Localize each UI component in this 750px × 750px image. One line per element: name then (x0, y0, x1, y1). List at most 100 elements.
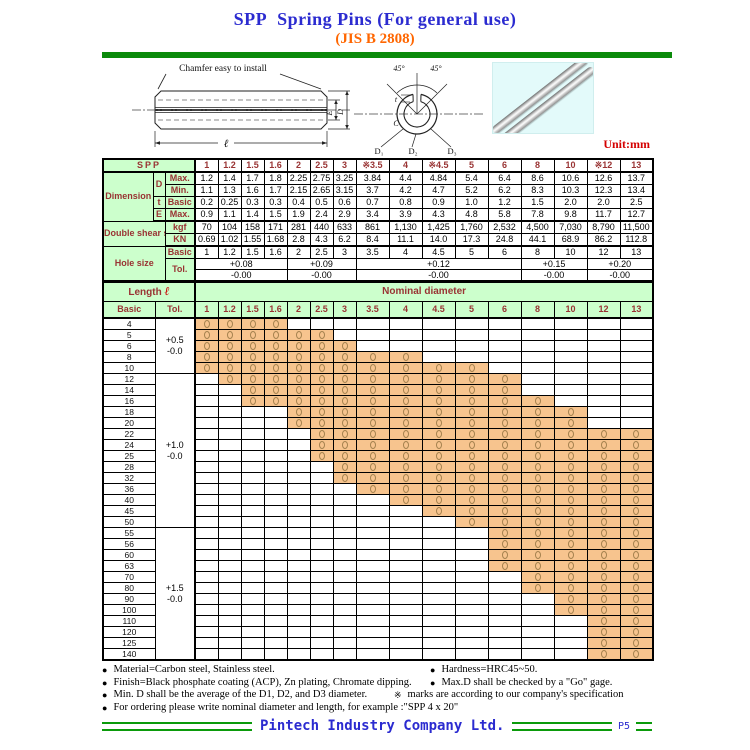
availability-cell (309, 417, 334, 429)
spec-value-cell: 2,532 (487, 220, 522, 234)
hole-tolerance-cell: +0.12 -0.00 (355, 258, 522, 282)
availability-circle-icon (501, 463, 508, 471)
availability-cell (263, 329, 288, 341)
note-text: Finish=Black phosphate coating (ACP), Zn… (113, 676, 412, 688)
availability-circle-icon (249, 353, 256, 361)
availability-circle-icon (402, 474, 409, 482)
availability-cell (619, 516, 654, 528)
bullet-icon: ※ (394, 690, 402, 700)
availability-cell (520, 549, 555, 561)
availability-cell (586, 604, 621, 616)
availability-cell (553, 417, 588, 429)
availability-circle-icon (600, 606, 607, 614)
availability-cell (487, 461, 522, 473)
diameter-header-cell: 3.5 (355, 301, 390, 319)
availability-cell (454, 384, 489, 396)
footer: Pintech Industry Company Ltd. P5 (102, 718, 652, 734)
availability-cell (194, 560, 219, 572)
availability-cell (217, 648, 242, 661)
spec-value-cell: 0.7 (355, 196, 390, 209)
availability-circle-icon (501, 562, 508, 570)
availability-cell (487, 406, 522, 418)
availability-cell (421, 362, 456, 374)
availability-cell (286, 450, 311, 462)
spec-value-cell: 281 (286, 220, 311, 234)
spec-value-cell: 633 (332, 220, 357, 234)
availability-circle-icon (567, 529, 574, 537)
availability-cell (263, 472, 288, 484)
availability-cell (332, 483, 357, 495)
size-header-cell: 3 (332, 158, 357, 173)
availability-cell (388, 549, 423, 561)
availability-circle-icon (341, 441, 348, 449)
availability-circle-icon (600, 617, 607, 625)
availability-cell (553, 516, 588, 528)
size-header-cell: 13 (619, 158, 654, 173)
availability-cell (309, 317, 334, 330)
availability-cell (487, 615, 522, 627)
availability-circle-icon (600, 595, 607, 603)
availability-circle-icon (341, 375, 348, 383)
availability-cell (553, 582, 588, 594)
availability-cell (286, 329, 311, 341)
availability-cell (286, 604, 311, 616)
availability-circle-icon (534, 562, 541, 570)
availability-cell (388, 472, 423, 484)
note-line: ● For ordering please write nominal diame… (102, 702, 652, 715)
dim-group-label: E (152, 208, 166, 222)
dim-sub-label: Min. (164, 184, 196, 197)
availability-cell (194, 494, 219, 506)
availability-cell (309, 406, 334, 418)
availability-circle-icon (369, 430, 376, 438)
bullet-icon: ● (102, 665, 108, 675)
availability-circle-icon (369, 463, 376, 471)
spec-value-cell: 1.2 (194, 171, 219, 185)
diameter-header-cell: 12 (586, 301, 621, 319)
availability-circle-icon (501, 419, 508, 427)
shear-label: Double shear strength (102, 220, 166, 247)
availability-cell (286, 362, 311, 374)
availability-circle-icon (435, 507, 442, 515)
availability-circle-icon (435, 419, 442, 427)
availability-cell (586, 582, 621, 594)
availability-circle-icon (295, 353, 302, 361)
availability-cell (217, 505, 242, 517)
availability-circle-icon (468, 397, 475, 405)
length-value: 5 (102, 329, 156, 341)
availability-cell (217, 582, 242, 594)
spec-value-cell: 1.5 (520, 196, 555, 209)
availability-circle-icon (567, 485, 574, 493)
availability-circle-icon (567, 430, 574, 438)
spec-value-cell: 12 (586, 245, 621, 259)
spec-value-cell: 6 (487, 245, 522, 259)
tol-header: Tol. (154, 301, 196, 319)
availability-cell (240, 516, 265, 528)
availability-cell (332, 637, 357, 649)
hole-tolerance-cell: +0.15 -0.00 (520, 258, 588, 282)
availability-cell (217, 527, 242, 539)
availability-cell (487, 428, 522, 440)
availability-cell (309, 483, 334, 495)
availability-cell (355, 582, 390, 594)
availability-cell (553, 483, 588, 495)
availability-cell (586, 373, 621, 385)
availability-circle-icon (341, 408, 348, 416)
spring-pin-image (493, 63, 589, 133)
dimension-label: Dimension (102, 171, 154, 222)
spec-row: Dimension D Max. 1.2 1.4 1.7 1.8 2.25 2.75 3.25 3.… (102, 171, 654, 222)
availability-cell (240, 417, 265, 429)
availability-cell (520, 571, 555, 583)
length-value: 18 (102, 406, 156, 418)
spec-value-cell: 1.55 (240, 233, 265, 247)
availability-circle-icon (600, 573, 607, 581)
availability-cell (619, 428, 654, 440)
length-value: 36 (102, 483, 156, 495)
availability-cell (454, 317, 489, 330)
availability-cell (421, 340, 456, 352)
length-row: 20 (102, 417, 654, 429)
tolerance-plus: +0.08 (196, 259, 286, 270)
availability-circle-icon (567, 551, 574, 559)
length-row: 80 (102, 582, 654, 594)
availability-cell (553, 472, 588, 484)
